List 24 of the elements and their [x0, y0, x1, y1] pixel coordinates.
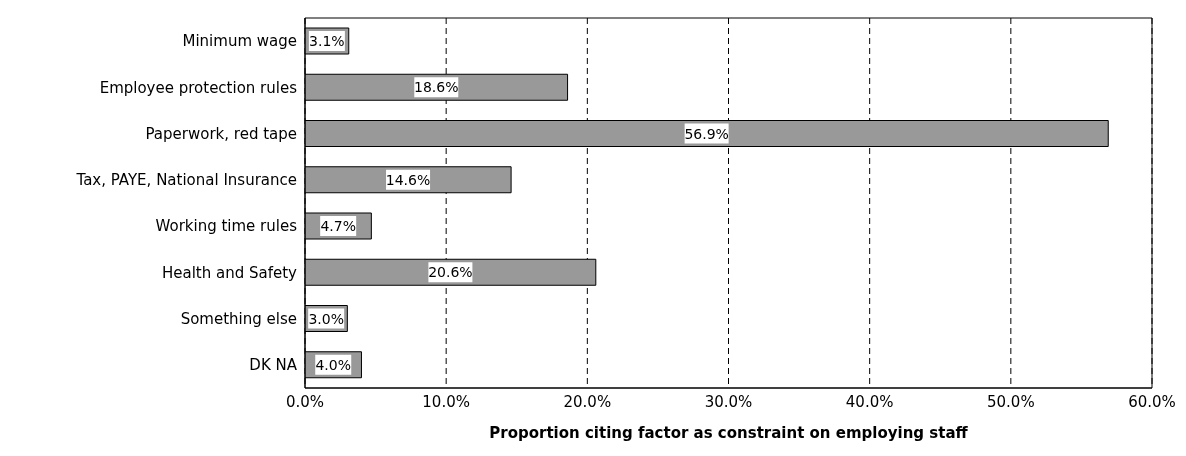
data-label: 20.6%	[428, 264, 473, 281]
y-tick-label: Paperwork, red tape	[145, 124, 297, 143]
data-label: 56.9%	[684, 125, 729, 142]
x-tick-label: 10.0%	[422, 392, 470, 411]
data-label: 3.1%	[309, 33, 345, 49]
data-label: 18.6%	[414, 79, 459, 96]
x-tick-label: 50.0%	[987, 392, 1035, 411]
x-tick-label: 20.0%	[563, 392, 612, 411]
y-tick-label: Employee protection rules	[99, 78, 298, 97]
data-label: 4.0%	[315, 356, 352, 373]
y-tick-label: Health and Safety	[162, 263, 298, 282]
x-axis-title: Proportion citing factor as constraint on employing staff	[489, 424, 969, 442]
x-tick-label: 30.0%	[704, 392, 753, 411]
x-tick-label: 60.0%	[1128, 392, 1176, 411]
data-label: 3.0%	[308, 310, 344, 327]
x-tick-label: 0.0%	[285, 392, 325, 411]
y-tick-label: Working time rules	[155, 217, 298, 236]
y-tick-label: Something else	[180, 309, 297, 328]
y-tick-label: Minimum wage	[182, 32, 297, 51]
data-label: 4.7%	[320, 218, 356, 234]
y-tick-label: DK NA	[249, 356, 298, 375]
data-label: 14.6%	[385, 171, 431, 188]
x-tick-label: 40.0%	[845, 392, 894, 411]
y-tick-label: Tax, PAYE, National Insurance	[75, 171, 297, 190]
